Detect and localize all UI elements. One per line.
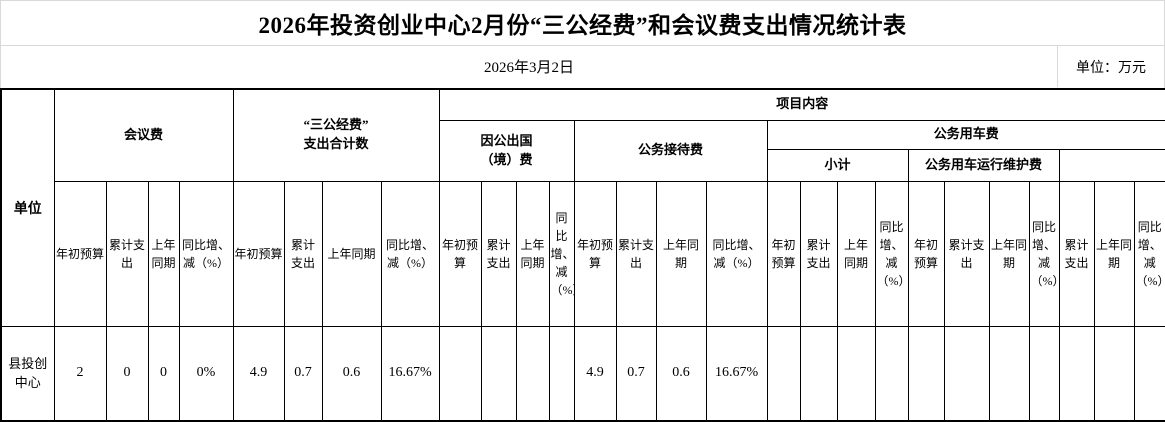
col-label-other-spent: 累计支出: [1058, 180, 1095, 327]
cell-subtotal-yoy: [874, 325, 909, 422]
cell-subtotal-budget: [766, 325, 801, 422]
col-label-conference-spent: 累计支出: [105, 180, 149, 327]
group-project-content: 项目内容: [438, 88, 1165, 121]
report-date: 2026年3月2日: [483, 60, 574, 76]
col-label-reception-spent: 累计支出: [615, 180, 657, 327]
data-row: 县投创中心 2 0 0 0% 4.9 0.7 0.6 16.67% 4.9 0.…: [0, 325, 1165, 422]
col-label-maintenance-yoy: 同比增、减（%）: [1028, 180, 1060, 327]
col-label-subtotal-budget: 年初预算: [766, 180, 801, 327]
unit-note: 单位：万元: [1057, 46, 1164, 87]
cell-maintenance-budget: [907, 325, 945, 422]
group-vehicle-subtotal: 小计: [766, 148, 909, 182]
header-row-3: 小计 公务用车运行维护费: [1, 148, 1165, 182]
cell-maintenance-yoy: [1028, 325, 1060, 422]
col-label-maintenance-spent: 累计支出: [943, 180, 990, 327]
cell-total-budget: 4.9: [232, 325, 285, 422]
col-label-conference-yoy: 同比增、减（%）: [178, 180, 234, 327]
cell-conference-prior: 0: [147, 325, 180, 422]
header-row-1: 单位 会议费 “三公经费” 支出合计数 项目内容: [0, 88, 1165, 327]
cell-conference-budget: 2: [53, 325, 107, 422]
col-label-total-yoy: 同比增、减（%）: [380, 180, 440, 327]
date-strip: 2026年3月2日 单位：万元: [1, 46, 1164, 87]
col-label-total-budget: 年初预算: [232, 180, 285, 327]
col-label-subtotal-spent: 累计支出: [799, 180, 838, 327]
cell-abroad-yoy: [548, 325, 575, 422]
col-label-abroad-budget: 年初预算: [438, 180, 482, 327]
col-label-other-yoy: 同比增、减（%）: [1133, 180, 1165, 327]
col-label-total-spent: 累计支出: [283, 180, 323, 327]
group-vehicle-other-blank: [1058, 148, 1165, 182]
col-label-reception-budget: 年初预算: [573, 180, 617, 327]
cell-subtotal-spent: [799, 325, 838, 422]
cell-conference-yoy: 0%: [178, 325, 234, 422]
cell-other-prior: [1093, 325, 1135, 422]
page-title: 2026年投资创业中心2月份“三公经费”和会议费支出情况统计表: [1, 1, 1164, 46]
cell-total-spent: 0.7: [283, 325, 323, 422]
col-label-total-prior: 上年同期: [321, 180, 382, 327]
cell-maintenance-spent: [943, 325, 990, 422]
col-label-abroad-prior: 上年同期: [515, 180, 550, 327]
group-three-public-total: “三公经费” 支出合计数: [232, 88, 440, 182]
group-abroad-fee: 因公出国 （境）费: [438, 119, 575, 182]
cell-reception-budget: 4.9: [573, 325, 617, 422]
stats-table: 单位 会议费 “三公经费” 支出合计数 项目内容 因公出国 （境）费 公务接待费…: [0, 88, 1165, 422]
col-label-abroad-spent: 累计支出: [480, 180, 517, 327]
col-label-conference-prior: 上年同期: [147, 180, 180, 327]
col-label-subtotal-prior: 上年同期: [836, 180, 876, 327]
corner-cell-unit: 单位: [0, 88, 55, 327]
cell-reception-yoy: 16.67%: [705, 325, 768, 422]
col-label-other-prior: 上年同期: [1093, 180, 1135, 327]
col-label-reception-prior: 上年同期: [655, 180, 707, 327]
cell-conference-spent: 0: [105, 325, 149, 422]
top-block: 2026年投资创业中心2月份“三公经费”和会议费支出情况统计表 2026年3月2…: [0, 0, 1165, 88]
cell-abroad-prior: [515, 325, 550, 422]
group-conference-fee: 会议费: [53, 88, 234, 182]
cell-reception-spent: 0.7: [615, 325, 657, 422]
col-label-reception-yoy: 同比增、减（%）: [705, 180, 768, 327]
col-label-subtotal-yoy: 同比增、减（%）: [874, 180, 909, 327]
cell-total-yoy: 16.67%: [380, 325, 440, 422]
cell-maintenance-prior: [988, 325, 1030, 422]
cell-abroad-spent: [480, 325, 517, 422]
group-vehicle-maintenance: 公务用车运行维护费: [907, 148, 1060, 182]
col-label-abroad-yoy: 同比增、减（%）: [548, 180, 575, 327]
header-row-metrics: 年初预算 累计支出 上年同期 同比增、减（%） 年初预算 累计支出 上年同期 同…: [1, 180, 1165, 327]
cell-other-yoy: [1133, 325, 1165, 422]
cell-total-prior: 0.6: [321, 325, 382, 422]
row-unit-cell: 县投创中心: [0, 325, 55, 422]
col-label-maintenance-budget: 年初预算: [907, 180, 945, 327]
col-label-maintenance-prior: 上年同期: [988, 180, 1030, 327]
cell-abroad-budget: [438, 325, 482, 422]
cell-other-spent: [1058, 325, 1095, 422]
cell-reception-prior: 0.6: [655, 325, 707, 422]
group-vehicle-fee: 公务用车费: [766, 119, 1165, 150]
header-row-2: 因公出国 （境）费 公务接待费 公务用车费: [1, 119, 1165, 182]
group-reception-fee: 公务接待费: [573, 119, 768, 182]
cell-subtotal-prior: [836, 325, 876, 422]
col-label-conference-budget: 年初预算: [53, 180, 107, 327]
